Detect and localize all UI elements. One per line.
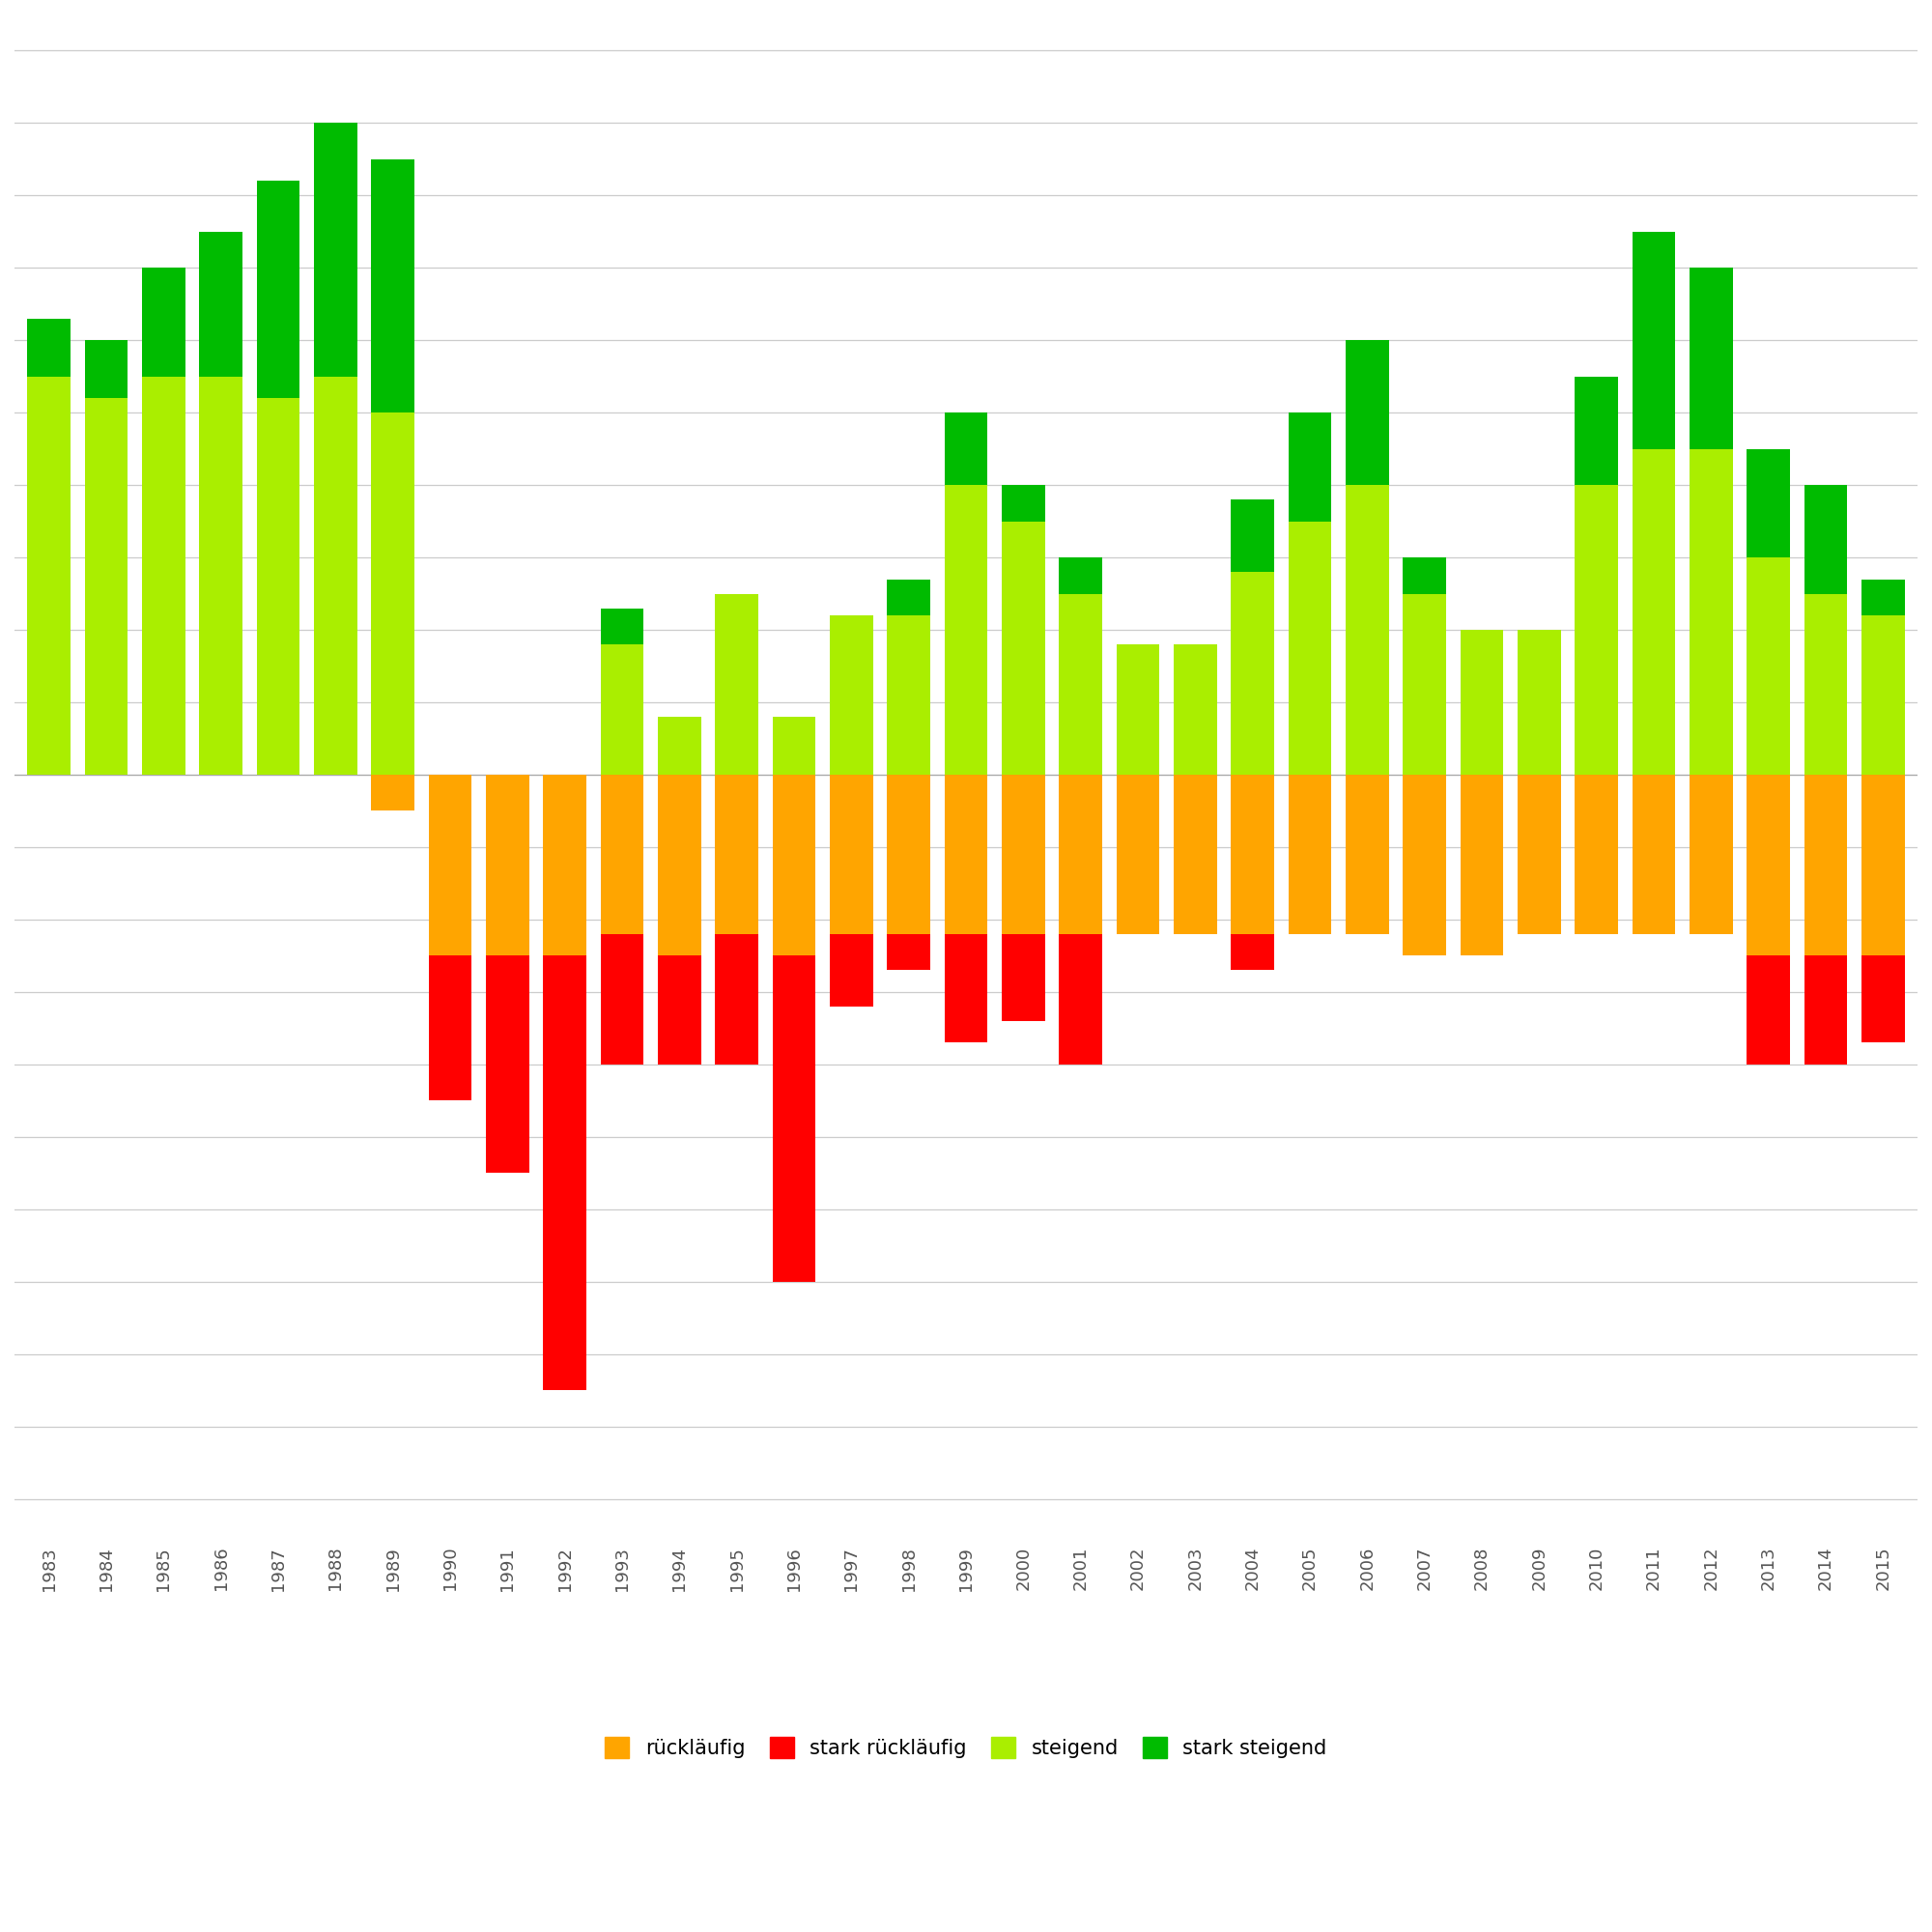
Bar xyxy=(659,717,701,775)
Bar xyxy=(773,717,815,775)
Bar xyxy=(715,593,757,775)
Bar xyxy=(315,124,357,377)
Bar xyxy=(199,377,242,775)
Bar xyxy=(27,319,70,377)
Bar xyxy=(1690,448,1733,775)
Bar xyxy=(1059,593,1101,775)
Bar xyxy=(773,956,815,1281)
Bar xyxy=(1747,956,1789,1065)
Bar xyxy=(543,775,585,956)
Bar xyxy=(1231,572,1273,775)
Bar xyxy=(371,158,413,413)
Bar xyxy=(887,580,929,616)
Bar xyxy=(1003,485,1045,522)
Bar xyxy=(1804,485,1847,593)
Legend: rückläufig, stark rückläufig, steigend, stark steigend: rückläufig, stark rückläufig, steigend, … xyxy=(595,1727,1337,1768)
Bar xyxy=(487,775,529,956)
Bar xyxy=(199,232,242,377)
Bar xyxy=(887,775,929,933)
Bar xyxy=(831,933,873,1007)
Bar xyxy=(1862,616,1905,775)
Bar xyxy=(1461,630,1503,775)
Bar xyxy=(27,377,70,775)
Bar xyxy=(1862,775,1905,956)
Bar xyxy=(1003,933,1045,1020)
Bar xyxy=(1633,232,1675,448)
Bar xyxy=(429,775,471,956)
Bar xyxy=(1862,580,1905,616)
Bar xyxy=(1231,933,1273,970)
Bar xyxy=(1289,413,1331,522)
Bar xyxy=(601,933,643,1065)
Bar xyxy=(1289,522,1331,775)
Bar xyxy=(487,956,529,1173)
Bar xyxy=(85,398,128,775)
Bar xyxy=(831,616,873,775)
Bar xyxy=(1003,522,1045,775)
Bar xyxy=(1347,340,1389,485)
Bar xyxy=(1403,593,1445,775)
Bar xyxy=(1059,775,1101,933)
Bar xyxy=(1231,500,1273,572)
Bar xyxy=(1403,558,1445,593)
Bar xyxy=(945,933,987,1043)
Bar xyxy=(1575,377,1617,485)
Bar xyxy=(1003,775,1045,933)
Bar xyxy=(85,340,128,398)
Bar xyxy=(1347,485,1389,775)
Bar xyxy=(1461,775,1503,956)
Bar xyxy=(1747,448,1789,558)
Bar xyxy=(601,645,643,775)
Bar xyxy=(1690,775,1733,933)
Bar xyxy=(1403,775,1445,956)
Bar xyxy=(1289,775,1331,933)
Bar xyxy=(429,956,471,1101)
Bar xyxy=(945,413,987,485)
Bar xyxy=(1862,956,1905,1043)
Bar xyxy=(659,956,701,1065)
Bar xyxy=(1059,558,1101,593)
Bar xyxy=(1117,645,1159,775)
Bar xyxy=(1175,645,1217,775)
Bar xyxy=(1575,775,1617,933)
Bar xyxy=(1690,269,1733,448)
Bar xyxy=(371,413,413,775)
Bar xyxy=(887,933,929,970)
Bar xyxy=(257,182,299,398)
Bar xyxy=(1747,775,1789,956)
Bar xyxy=(315,377,357,775)
Bar xyxy=(1804,956,1847,1065)
Bar xyxy=(601,775,643,933)
Bar xyxy=(1231,775,1273,933)
Bar xyxy=(1633,448,1675,775)
Bar xyxy=(1804,593,1847,775)
Bar xyxy=(371,775,413,811)
Bar xyxy=(1347,775,1389,933)
Bar xyxy=(945,485,987,775)
Bar xyxy=(543,956,585,1391)
Bar xyxy=(1175,775,1217,933)
Bar xyxy=(601,609,643,645)
Bar xyxy=(257,398,299,775)
Bar xyxy=(143,377,185,775)
Bar xyxy=(715,775,757,933)
Bar xyxy=(1059,933,1101,1065)
Bar xyxy=(143,269,185,377)
Bar xyxy=(1117,775,1159,933)
Bar xyxy=(945,775,987,933)
Bar xyxy=(1747,558,1789,775)
Bar xyxy=(773,775,815,956)
Bar xyxy=(831,775,873,933)
Bar xyxy=(715,933,757,1065)
Bar xyxy=(1575,485,1617,775)
Bar xyxy=(659,775,701,956)
Bar xyxy=(1633,775,1675,933)
Bar xyxy=(1519,775,1561,933)
Bar xyxy=(1804,775,1847,956)
Bar xyxy=(887,616,929,775)
Bar xyxy=(1519,630,1561,775)
